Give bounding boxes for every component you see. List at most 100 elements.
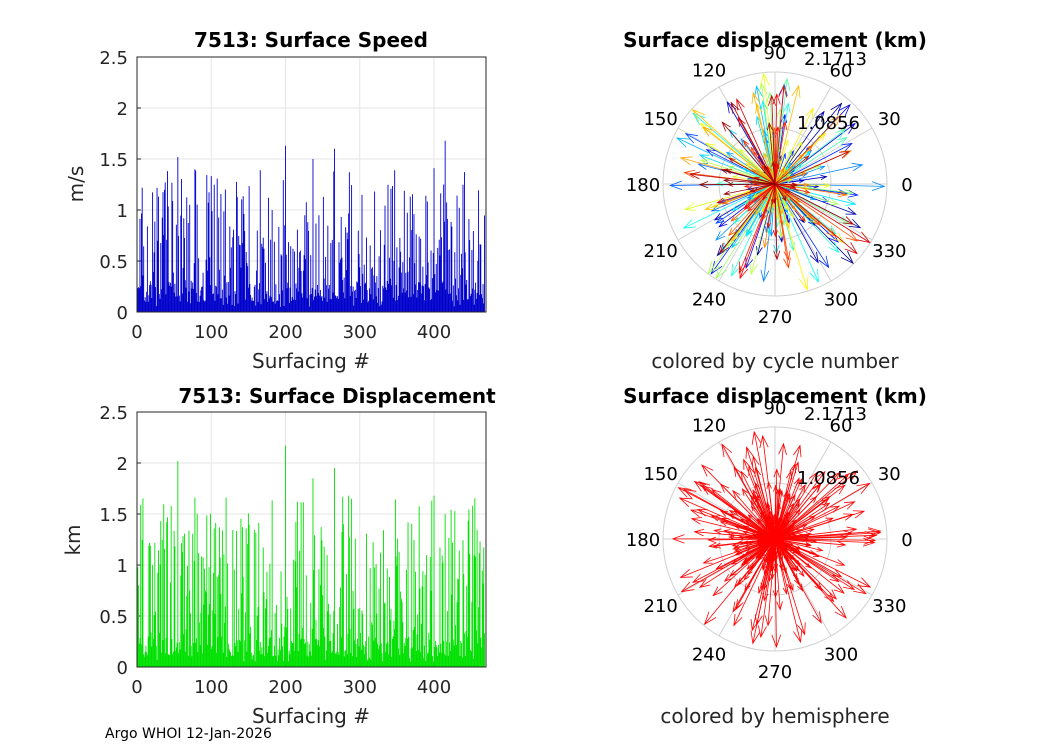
displacement-arrow [743,140,776,185]
displacement-arrow [703,126,776,185]
displacement-arrow [774,183,858,242]
angle-label: 30 [878,464,901,485]
arrow-head [834,605,847,619]
arrow-head [710,515,720,522]
arrow-head [724,169,732,175]
arrow-head [779,167,785,174]
displacement-arrow [774,538,811,569]
displacement-arrow [774,505,840,540]
arrow-head [778,442,787,455]
arrow-head [839,151,850,159]
arrow-head [824,591,835,603]
arrow-head [788,241,795,252]
arrow-head [742,530,749,535]
surface-speed-chart: 0 100 200 300 400 0 0.5 1 1.5 2 2.5 7513: Surface … [64,28,487,373]
arrow-head [794,502,800,509]
displacement-arrow [690,173,776,185]
arrow-head [815,110,825,122]
arrow-head [679,156,693,165]
arrow-head [825,517,834,524]
displacement-arrow [774,515,816,540]
displacement-arrow [774,538,811,546]
arrow-head [800,215,806,223]
arrow-head [846,526,858,534]
arrow-head [836,541,847,548]
arrow-head [843,122,856,134]
arrow-head [743,184,750,189]
arrow-head [744,544,751,549]
arrow-head [733,466,743,478]
angle-label: 210 [644,241,678,262]
arrow-head [820,174,828,180]
arrow-head [828,241,840,254]
displacement-arrow [774,183,838,205]
displacement-arrow [699,183,776,186]
x-tick-label: 0 [131,677,142,698]
displacement-arrow [750,501,776,540]
arrow-head [716,197,725,204]
arrow-head [751,430,762,445]
arrow-head [775,213,780,221]
arrow-head [750,630,760,645]
arrow-head [817,132,827,142]
arrow-head [721,121,731,132]
arrow-head [835,559,846,566]
arrow-head [775,517,780,524]
arrow-head [719,510,729,517]
arrow-head [715,231,726,241]
arrow-head [745,257,754,270]
arrow-head [740,470,749,481]
arrow-head [750,500,756,507]
arrow-head [809,471,818,482]
arrow-head [786,526,793,532]
arrow-head [830,505,841,513]
displacement-arrow [746,447,776,540]
displacement-arrow [774,478,800,540]
arrow-head [728,513,736,520]
angle-label: 330 [872,241,906,262]
arrow-head [731,263,741,277]
arrow-head [755,552,762,559]
displacement-arrow [720,510,776,540]
displacement-arrow [716,538,776,570]
arrow-head [679,568,693,578]
arrow-head [798,533,805,538]
arrow-head [698,181,709,189]
arrow-head [818,165,826,171]
arrow-head [803,155,810,161]
arrow-head [723,574,733,582]
arrow-head [795,509,801,515]
arrow-head [752,193,759,198]
displacement-arrow [774,180,804,185]
arrow-head [763,164,769,171]
displacement-arrow [774,469,778,540]
arrow-head [771,634,782,649]
arrow-head [810,538,818,544]
displacement-arrow [762,538,776,570]
arrow-head [754,209,760,216]
arrow-head [746,229,753,238]
displacement-arrow [774,538,816,542]
arrow-head [792,461,800,472]
arrow-head [705,142,716,152]
arrow-head [764,152,769,159]
axes-box [136,56,487,313]
arrow-head [752,492,758,500]
displacement-arrow [708,538,776,541]
displacement-arrow [774,155,809,185]
y-tick-label: 2.5 [99,48,128,69]
tick-labels: 0 100 200 300 400 0 0.5 1 1.5 2 2.5 [99,403,451,698]
arrow-head [762,564,767,571]
displacement-arrow [711,489,776,540]
arrow-head [699,122,712,134]
displacement-arrow [774,538,847,619]
arrow-head [794,498,801,505]
arrow-head [786,492,791,500]
arrow-head [834,128,847,139]
displacement-arrow [758,538,776,556]
arrow-head [762,239,769,249]
arrow-head [760,269,770,283]
arrow-head [771,515,776,522]
arrow-head [708,542,718,549]
